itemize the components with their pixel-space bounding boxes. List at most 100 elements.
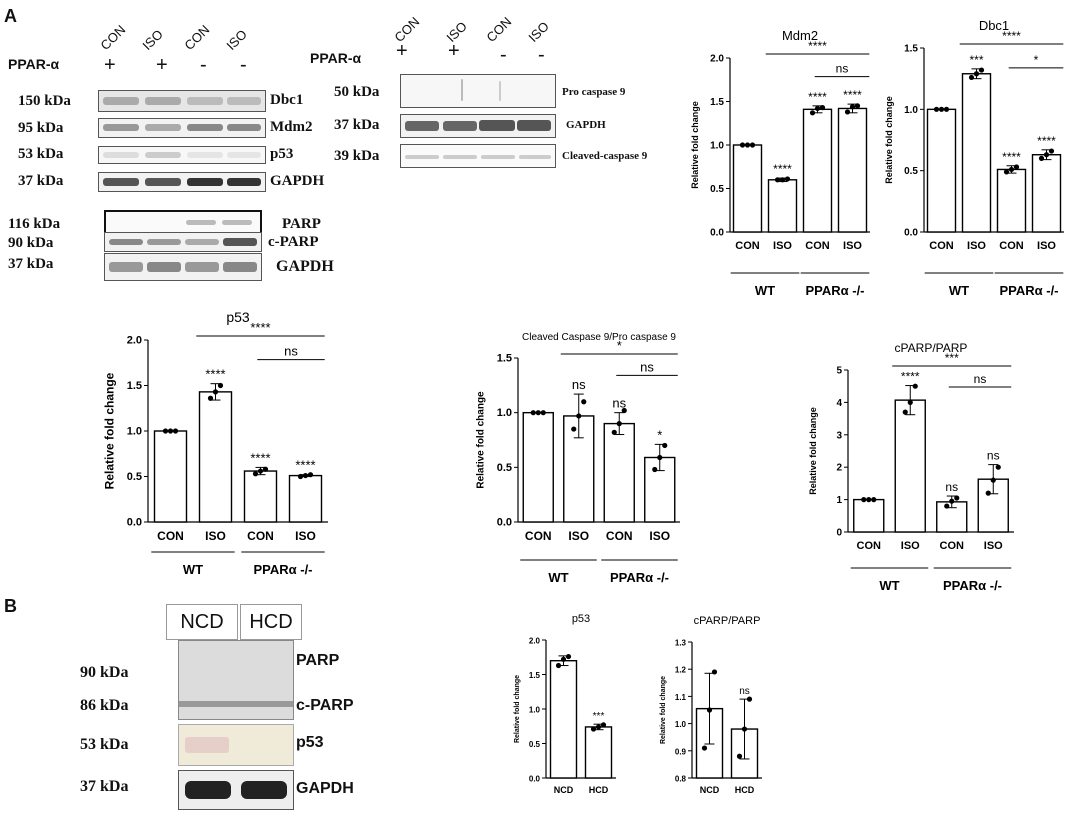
- y-tick-label: 0.5: [904, 166, 918, 177]
- data-point: [657, 454, 663, 461]
- y-tick-label: 1.2: [675, 666, 687, 675]
- data-point: [774, 177, 781, 183]
- x-tick-label: ISO: [967, 240, 986, 252]
- data-point: [973, 71, 980, 77]
- kda-label: 37 kDa: [334, 117, 380, 133]
- x-tick-label: NCD: [700, 785, 720, 795]
- bar: [853, 498, 885, 533]
- x-tick-label: HCD: [589, 785, 609, 795]
- ppar-sign: +: [396, 40, 408, 62]
- data-point: [907, 399, 913, 405]
- comparison-label: ****: [250, 320, 270, 335]
- group-label: WT: [949, 283, 969, 298]
- significance-label: ***: [969, 53, 983, 67]
- data-point: [1008, 166, 1015, 173]
- band: [186, 220, 216, 225]
- blot-strip-gapdh-2: [104, 253, 262, 281]
- band: [223, 238, 257, 246]
- lane-header-hcd: HCD: [240, 604, 302, 640]
- bar: [584, 726, 613, 779]
- bar: [837, 107, 868, 233]
- data-point: [595, 724, 602, 730]
- data-point: [302, 472, 309, 479]
- band: [405, 121, 439, 131]
- y-tick-label: 0.0: [497, 517, 512, 529]
- kda-label: 37 kDa: [18, 173, 64, 189]
- protein-label: PARP: [282, 216, 321, 232]
- y-tick-label: 2.0: [127, 335, 142, 347]
- y-tick-label: 0: [836, 528, 842, 539]
- kda-label: 90 kDa: [8, 235, 54, 251]
- x-tick-label: CON: [157, 529, 184, 543]
- protein-label: Pro caspase 9: [562, 86, 626, 98]
- protein-label: c-PARP: [296, 697, 354, 714]
- band: [461, 79, 463, 101]
- significance-label: ****: [901, 370, 920, 384]
- chart-title: cPARP/PARP: [694, 615, 761, 627]
- protein-label: GAPDH: [296, 780, 354, 797]
- y-tick-label: 1.0: [904, 105, 918, 116]
- x-tick-label: CON: [999, 240, 1024, 252]
- protein-label: p53: [270, 146, 294, 162]
- group-label: WT: [183, 562, 203, 577]
- data-point: [297, 473, 304, 480]
- data-point: [954, 495, 960, 501]
- data-point: [849, 104, 856, 110]
- significance-label: ****: [250, 450, 270, 465]
- kda-label: 53 kDa: [18, 146, 64, 162]
- data-point: [871, 497, 877, 503]
- protein-label: GAPDH: [276, 258, 334, 275]
- x-tick-label: NCD: [554, 785, 574, 795]
- data-point: [741, 726, 748, 732]
- data-point: [739, 142, 746, 148]
- data-point: [819, 104, 826, 111]
- ppar-sign: +: [448, 40, 460, 62]
- comparison-label: *: [617, 338, 622, 353]
- blot-strip-gapdh: [98, 172, 266, 192]
- significance-label: ****: [205, 367, 225, 382]
- blot-strip-mdm2: [98, 118, 266, 138]
- comparison-label: ns: [836, 62, 849, 76]
- panel-b-letter: B: [4, 596, 17, 616]
- band: [187, 178, 223, 186]
- y-tick-label: 0.0: [127, 517, 142, 529]
- blot-strip-p53-b: [178, 724, 294, 766]
- band: [185, 737, 229, 753]
- blot-strip-gapdh-b: [178, 770, 294, 810]
- data-point: [212, 389, 219, 395]
- significance-label: ****: [1037, 134, 1056, 148]
- bar: [243, 470, 278, 523]
- protein-label: Mdm2: [270, 119, 313, 135]
- y-tick-label: 0.0: [710, 228, 724, 239]
- band: [145, 178, 181, 186]
- data-point: [866, 497, 872, 503]
- data-point: [530, 410, 536, 416]
- blot-strip-p53: [98, 146, 266, 164]
- band: [227, 124, 261, 131]
- y-axis-label: Relative fold change: [475, 391, 486, 489]
- data-point: [207, 395, 214, 401]
- ppar-sign: -: [500, 44, 507, 66]
- kda-label: 116 kDa: [8, 216, 61, 232]
- blot-strip-parp-b: [178, 640, 294, 720]
- data-point: [995, 464, 1001, 470]
- band: [479, 120, 515, 131]
- significance-label: ns: [739, 686, 750, 697]
- band: [241, 781, 287, 799]
- kda-label: 95 kDa: [18, 120, 64, 136]
- data-point: [262, 466, 269, 472]
- blot-strip-procaspase9: [400, 74, 556, 108]
- y-axis-label: Relative fold change: [884, 96, 894, 184]
- significance-label: ns: [572, 377, 586, 392]
- band: [187, 97, 223, 105]
- kda-label: 50 kDa: [334, 84, 380, 100]
- y-tick-label: 2.0: [710, 54, 724, 65]
- data-point: [555, 662, 562, 669]
- data-point: [933, 106, 940, 112]
- y-tick-label: 1.1: [675, 693, 687, 702]
- x-tick-label: CON: [735, 240, 760, 252]
- bar: [732, 144, 763, 233]
- data-point: [1038, 155, 1045, 161]
- x-tick-label: ISO: [649, 529, 670, 543]
- y-tick-label: 1.0: [675, 720, 687, 729]
